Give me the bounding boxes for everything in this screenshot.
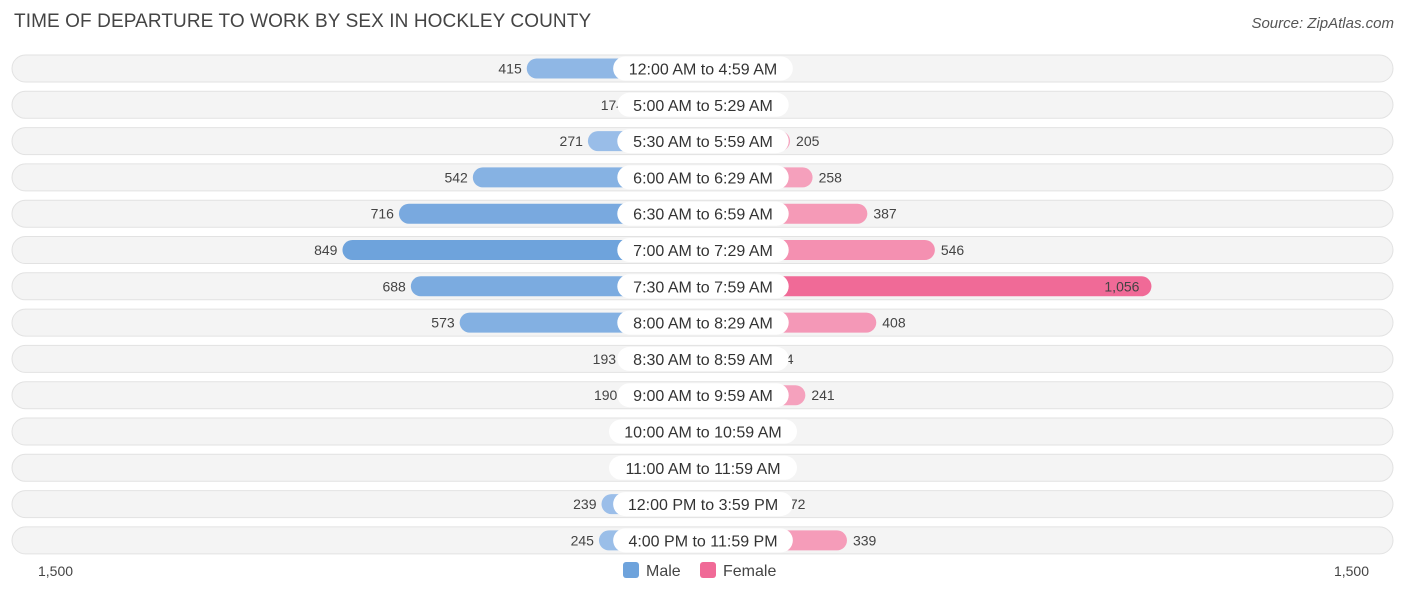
category-pill (617, 383, 789, 408)
female-value-label: 339 (853, 532, 877, 548)
chart-row: 1931448:30 AM to 8:59 AM (11, 344, 1394, 373)
category-label: 4:00 PM to 11:59 PM (628, 533, 777, 550)
source-note: Source: ZipAtlas.com (1251, 15, 1394, 32)
female-value-label: 546 (941, 242, 965, 258)
chart-row: 716 387 6:30 AM to 6:59 AM (11, 199, 1394, 228)
female-value-label: 205 (796, 133, 820, 149)
legend-label-female: Female (723, 563, 776, 580)
legend-label-male: Male (646, 563, 681, 580)
female-bar (693, 276, 1152, 297)
category-label: 12:00 AM to 4:59 AM (629, 62, 778, 79)
category-label: 11:00 AM to 11:59 AM (625, 461, 780, 478)
category-pill (613, 492, 793, 517)
chart-row: 4154812:00 AM to 4:59 AM (11, 54, 1394, 83)
male-value-label: 688 (382, 278, 406, 294)
category-label: 5:30 AM to 5:59 AM (633, 134, 773, 151)
female-value-label: 408 (882, 315, 906, 331)
chart-title: TIME OF DEPARTURE TO WORK BY SEX IN HOCK… (14, 11, 592, 32)
axis-label-right: 1,500 (1334, 563, 1369, 579)
category-pill (617, 274, 789, 299)
category-label: 10:00 AM to 10:59 AM (624, 425, 781, 442)
female-value-label: 1,056 (1104, 278, 1139, 294)
category-label: 7:00 AM to 7:29 AM (633, 243, 773, 260)
male-value-label: 415 (498, 61, 522, 77)
category-pill (617, 201, 789, 226)
category-label: 6:30 AM to 6:59 AM (633, 207, 773, 224)
female-value-label: 387 (873, 206, 897, 222)
category-label: 8:00 AM to 8:29 AM (633, 316, 773, 333)
male-value-label: 716 (371, 206, 395, 222)
male-value-label: 542 (444, 169, 468, 185)
axis-label-left: 1,500 (38, 563, 73, 579)
chart-row: 271 205 5:30 AM to 5:59 AM (11, 127, 1394, 156)
chart-row: 162511:00 AM to 11:59 AM (11, 453, 1394, 482)
male-value-label: 245 (571, 532, 595, 548)
category-pill (617, 92, 789, 117)
female-value-label: 241 (811, 387, 835, 403)
legend-swatch-female (700, 562, 716, 578)
legend: Male Female (623, 562, 776, 580)
chart-row: 245 339 4:00 PM to 11:59 PM (11, 526, 1394, 555)
category-pill (617, 346, 789, 371)
legend-swatch-male (623, 562, 639, 578)
category-label: 6:00 AM to 6:29 AM (633, 170, 773, 187)
male-value-label: 573 (431, 315, 455, 331)
male-value-label: 849 (314, 242, 338, 258)
category-pill (613, 56, 793, 81)
chart-row: 849 546 7:00 AM to 7:29 AM (11, 236, 1394, 264)
category-pill (617, 310, 789, 335)
category-pill (609, 455, 797, 480)
male-value-label: 239 (573, 496, 597, 512)
male-value-label: 271 (560, 133, 584, 149)
chart-row: 688 1,056 7:30 AM to 7:59 AM (11, 272, 1394, 301)
category-pill (617, 238, 789, 262)
chart-row: 542 258 6:00 AM to 6:29 AM (11, 163, 1394, 192)
category-pill (613, 528, 793, 553)
female-value-label: 258 (819, 169, 843, 185)
category-label: 12:00 PM to 3:59 PM (628, 497, 778, 514)
chart-row: 573 408 8:00 AM to 8:29 AM (11, 308, 1394, 337)
chart-row: 190 241 9:00 AM to 9:59 AM (11, 381, 1394, 410)
chart-row: 6313510:00 AM to 10:59 AM (11, 417, 1394, 446)
category-pill (617, 165, 789, 190)
category-label: 7:30 AM to 7:59 AM (633, 279, 773, 296)
chart-row: 174755:00 AM to 5:29 AM (11, 90, 1394, 119)
category-label: 8:30 AM to 8:59 AM (633, 352, 773, 369)
male-value-label: 190 (594, 387, 618, 403)
category-label: 9:00 AM to 9:59 AM (633, 388, 773, 405)
category-pill (609, 419, 797, 444)
male-value-label: 193 (593, 351, 617, 367)
category-pill (617, 129, 789, 154)
category-label: 5:00 AM to 5:29 AM (633, 98, 773, 115)
